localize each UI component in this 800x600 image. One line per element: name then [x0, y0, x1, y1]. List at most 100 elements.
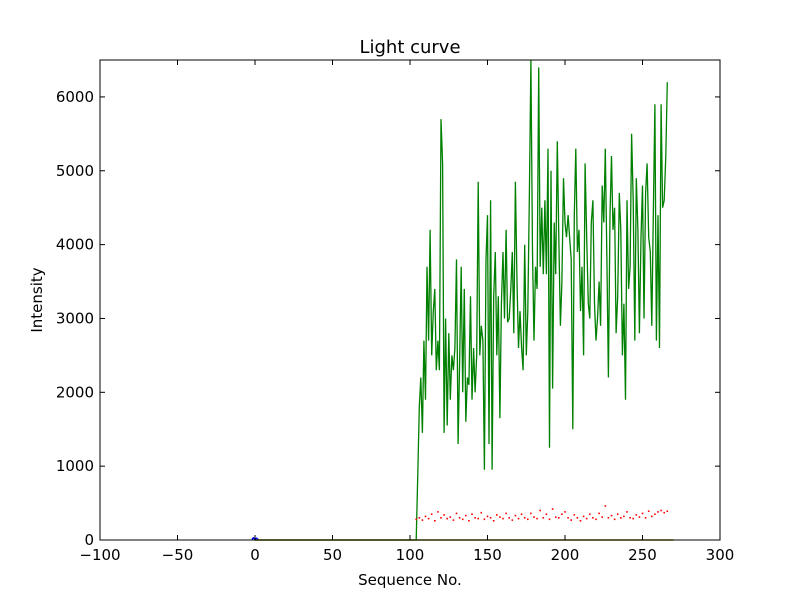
series-1-point: [477, 517, 479, 520]
series-1-point: [551, 508, 554, 510]
series-1-point: [505, 512, 507, 515]
y-tick-label: 1000: [56, 457, 94, 475]
series-1-point: [496, 514, 498, 516]
y-tick-label: 2000: [56, 383, 94, 401]
y-tick-label: 3000: [56, 309, 94, 327]
series-1-point: [585, 517, 588, 520]
series-1-point: [465, 514, 467, 517]
series-1-point: [567, 517, 569, 519]
series-1-point: [641, 512, 644, 515]
series-1-point: [474, 517, 476, 519]
series-1-point: [651, 515, 653, 518]
series-1-point: [561, 513, 563, 515]
x-tick-label: −50: [162, 546, 194, 564]
series-1-point: [418, 517, 421, 519]
series-1-point: [595, 518, 597, 521]
series-1-point: [604, 505, 607, 507]
series-1-point: [502, 517, 504, 520]
series-1-point: [638, 516, 641, 518]
series-1-point: [468, 520, 470, 522]
series-1-point: [443, 514, 445, 516]
series-1-point: [592, 517, 594, 519]
plot-area: [251, 59, 674, 541]
x-tick-label: 0: [250, 546, 260, 564]
series-1-point: [533, 516, 535, 518]
y-axis-title: Intensity: [28, 267, 46, 332]
series-1-point: [589, 513, 591, 515]
x-tick-label: 150: [473, 546, 502, 564]
series-1-point: [483, 518, 486, 521]
y-tick-label: 5000: [56, 162, 94, 180]
series-1-point: [517, 517, 520, 520]
series-1-point: [647, 510, 650, 512]
series-1-point: [434, 520, 436, 522]
series-1-point: [536, 517, 538, 520]
series-1-point: [480, 511, 483, 514]
series-1-point: [415, 518, 417, 521]
series-1-point: [486, 515, 489, 518]
plot-frame: [99, 59, 721, 541]
series-1-point: [492, 520, 495, 522]
series-1-point: [663, 511, 665, 514]
x-tick-label: 100: [396, 546, 425, 564]
series-1-point: [579, 520, 582, 522]
series-1-point: [582, 515, 585, 518]
series-1-point: [427, 517, 430, 520]
series-1-point: [576, 517, 579, 519]
x-tick-label: 300: [706, 546, 735, 564]
series-1-point: [461, 518, 464, 521]
y-axis: 0 1000 2000 3000 4000 5000 6000: [56, 88, 720, 549]
series-1-point: [610, 514, 613, 517]
series-1-point: [666, 510, 669, 512]
series-1-point: [508, 517, 510, 519]
series-1-point: [644, 517, 647, 519]
series-1-point: [523, 517, 526, 519]
series-1-point: [471, 513, 473, 515]
chart-title: Light curve: [359, 37, 460, 58]
x-tick-label: 250: [628, 546, 657, 564]
series-1-point: [601, 516, 603, 518]
series-1-point: [548, 518, 551, 521]
series-1-point: [629, 517, 631, 519]
series-1-point: [623, 515, 625, 518]
x-tick-label: 200: [551, 546, 580, 564]
series-0-line: [255, 59, 668, 541]
x-tick-label: −100: [79, 546, 120, 564]
series-1-point: [421, 519, 424, 521]
series-1-point: [554, 516, 557, 518]
series-1-point: [452, 519, 455, 521]
series-1-point: [446, 517, 448, 520]
series-1-point: [598, 512, 600, 515]
y-tick-label: 0: [84, 531, 94, 549]
series-1-point: [511, 519, 514, 521]
series-1-point: [660, 509, 662, 512]
series-1-point: [607, 517, 610, 519]
series-1-point: [564, 511, 566, 513]
series-1-point: [558, 517, 560, 519]
series-1-point: [430, 513, 433, 515]
series-1-point: [527, 518, 529, 521]
series-1-point: [424, 515, 427, 518]
series-1-point: [616, 513, 619, 515]
series-1-point: [437, 511, 439, 513]
x-axis-title: Sequence No.: [358, 571, 462, 589]
series-1-point: [613, 518, 616, 521]
series-1-point: [449, 516, 452, 518]
x-axis: −100 −50 0 50 100 150 200 250 300: [79, 60, 734, 564]
series-1-point: [520, 513, 523, 515]
series-1-point: [632, 517, 634, 520]
series-1-point: [570, 519, 572, 521]
series-1-point: [545, 513, 548, 515]
x-tick-label: 50: [323, 546, 342, 564]
series-1-point: [657, 511, 659, 513]
series-1-point: [458, 517, 461, 519]
series-1-point: [514, 514, 517, 517]
series-1-point: [489, 517, 492, 519]
series-1-point: [635, 514, 638, 516]
series-1-point: [499, 516, 501, 518]
series-1-point: [620, 517, 622, 519]
series-1-point: [654, 513, 656, 515]
series-1-point: [440, 517, 442, 519]
series-1-point: [455, 512, 458, 515]
